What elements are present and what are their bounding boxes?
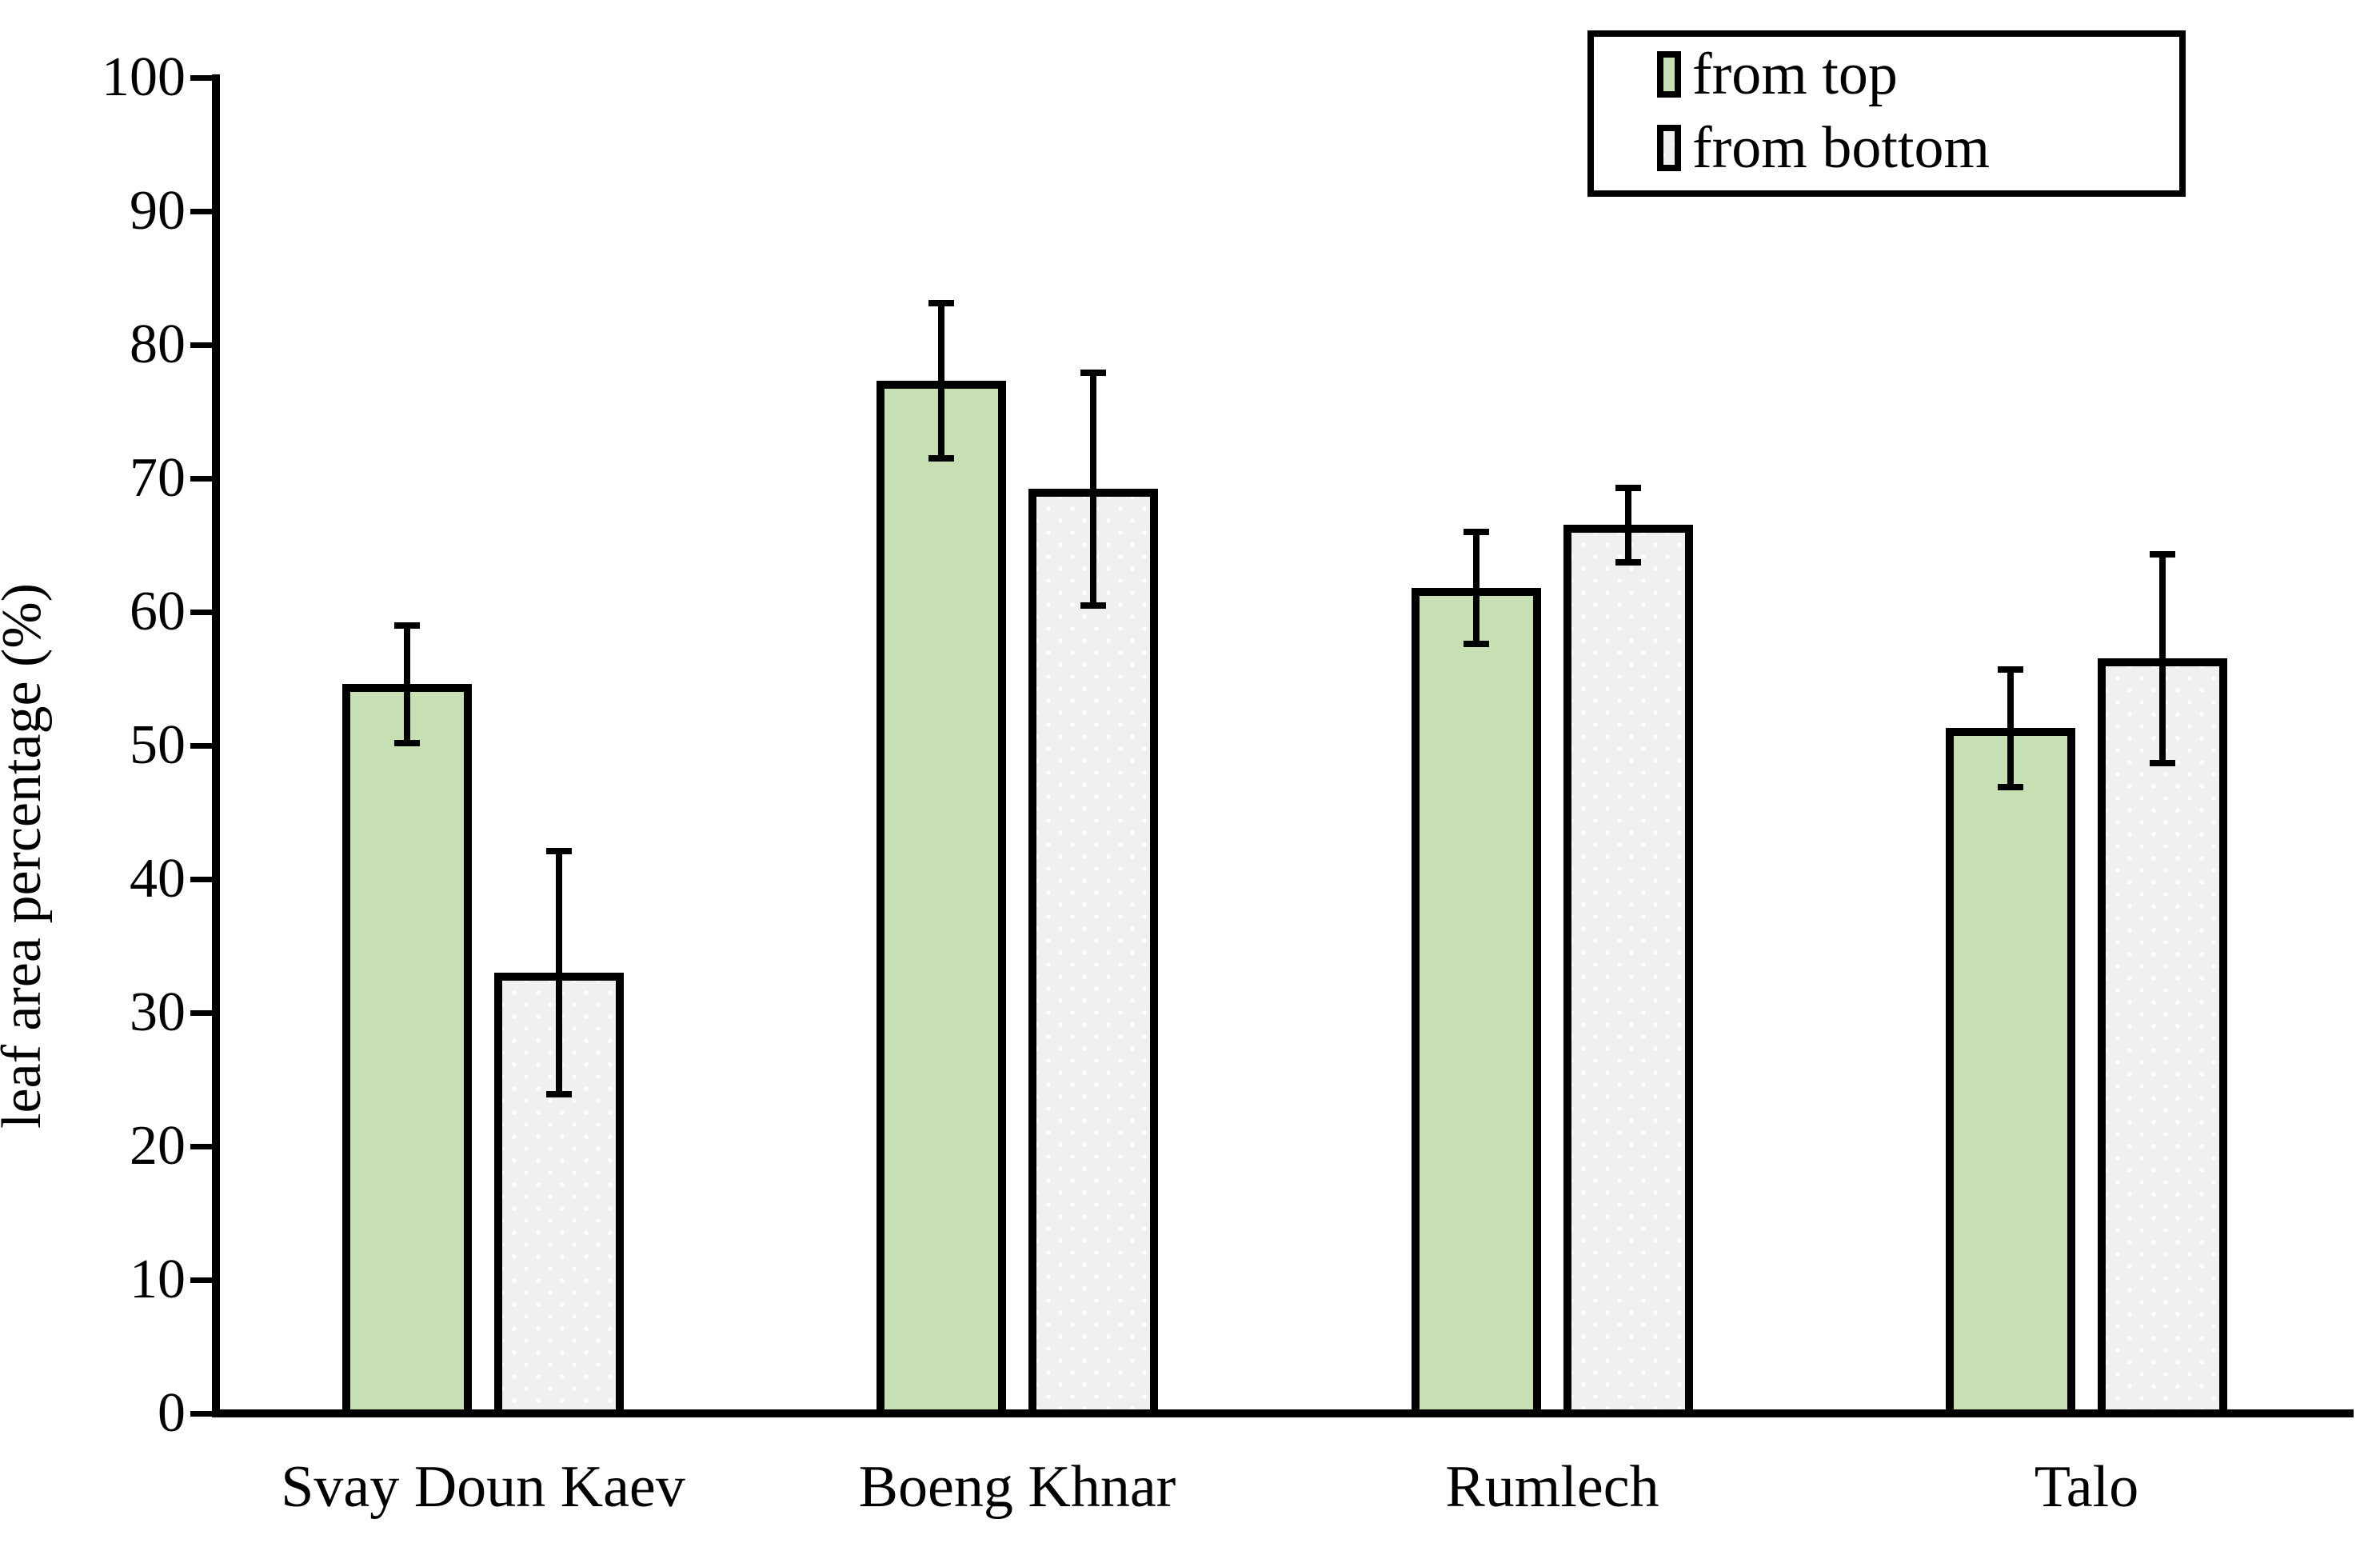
error-bar-cap bbox=[394, 622, 420, 629]
y-tick bbox=[190, 1277, 216, 1283]
bar-from-top-rumlech bbox=[1412, 588, 1541, 1417]
y-tick-label: 0 bbox=[158, 1382, 186, 1444]
y-tick-label: 60 bbox=[130, 581, 186, 642]
y-tick bbox=[190, 743, 216, 749]
y-tick-label: 20 bbox=[130, 1115, 186, 1177]
legend-label: from bottom bbox=[1692, 115, 1991, 181]
error-bar-cap bbox=[1464, 641, 1489, 647]
x-category-label-rumlech: Rumlech bbox=[1445, 1454, 1659, 1520]
y-tick-label: 10 bbox=[130, 1249, 186, 1310]
bar-from-bottom-rumlech bbox=[1563, 525, 1693, 1417]
y-tick bbox=[190, 1010, 216, 1016]
error-bar-cap bbox=[546, 1091, 572, 1097]
y-tick-label: 50 bbox=[130, 714, 186, 776]
bar-from-top-talo bbox=[1946, 728, 2075, 1417]
y-tick-label: 70 bbox=[130, 447, 186, 509]
error-bar-cap bbox=[928, 300, 954, 306]
error-bar-line bbox=[404, 626, 410, 743]
legend-swatch-from-bottom bbox=[1657, 125, 1681, 171]
y-tick-label: 40 bbox=[130, 848, 186, 909]
bar-from-bottom-talo bbox=[2098, 658, 2227, 1417]
legend-swatch-from-top bbox=[1657, 51, 1681, 98]
legend-item-from-top: from top bbox=[1657, 42, 1898, 107]
error-bar-line bbox=[938, 303, 944, 458]
y-tick-label: 80 bbox=[130, 314, 186, 375]
error-bar-line bbox=[1090, 373, 1096, 606]
y-tick bbox=[190, 476, 216, 482]
error-bar-cap bbox=[1080, 602, 1106, 609]
bar-from-bottom-boeng-khnar bbox=[1028, 489, 1158, 1417]
x-category-label-talo: Talo bbox=[2034, 1454, 2139, 1520]
error-bar-cap bbox=[1615, 485, 1641, 491]
error-bar-cap bbox=[1080, 370, 1106, 376]
bar-from-top-svay-doun-kaev bbox=[342, 684, 472, 1417]
error-bar-line bbox=[2007, 670, 2014, 787]
y-tick bbox=[190, 342, 216, 348]
bar-from-top-boeng-khnar bbox=[877, 381, 1006, 1417]
error-bar-cap bbox=[394, 740, 420, 746]
legend-item-from-bottom: from bottom bbox=[1657, 115, 1990, 181]
error-bar-line bbox=[556, 851, 562, 1094]
y-tick bbox=[190, 1144, 216, 1149]
x-axis-line bbox=[212, 1409, 2354, 1417]
error-bar-cap bbox=[546, 848, 572, 854]
x-category-label-boeng-khnar: Boeng Khnar bbox=[858, 1454, 1176, 1520]
error-bar-line bbox=[2159, 554, 2166, 763]
y-tick-label: 30 bbox=[130, 981, 186, 1043]
y-tick bbox=[190, 209, 216, 214]
y-tick bbox=[190, 610, 216, 615]
error-bar-cap bbox=[1464, 529, 1489, 535]
error-bar-cap bbox=[2150, 551, 2175, 558]
y-tick bbox=[190, 1411, 216, 1417]
legend-label: from top bbox=[1692, 42, 1898, 107]
error-bar-line bbox=[1473, 532, 1480, 644]
error-bar-cap bbox=[1615, 559, 1641, 566]
y-tick bbox=[190, 877, 216, 882]
y-tick bbox=[190, 75, 216, 81]
error-bar-cap bbox=[1998, 666, 2023, 673]
legend: from top from bottom bbox=[1587, 30, 2186, 197]
error-bar-line bbox=[1625, 488, 1631, 563]
x-category-label-svay-doun-kaev: Svay Doun Kaev bbox=[281, 1454, 685, 1520]
y-tick-label: 100 bbox=[102, 46, 186, 108]
y-tick-label: 90 bbox=[130, 180, 186, 242]
y-axis-line bbox=[212, 74, 220, 1417]
error-bar-cap bbox=[928, 455, 954, 462]
error-bar-cap bbox=[2150, 760, 2175, 766]
error-bar-cap bbox=[1998, 784, 2023, 790]
